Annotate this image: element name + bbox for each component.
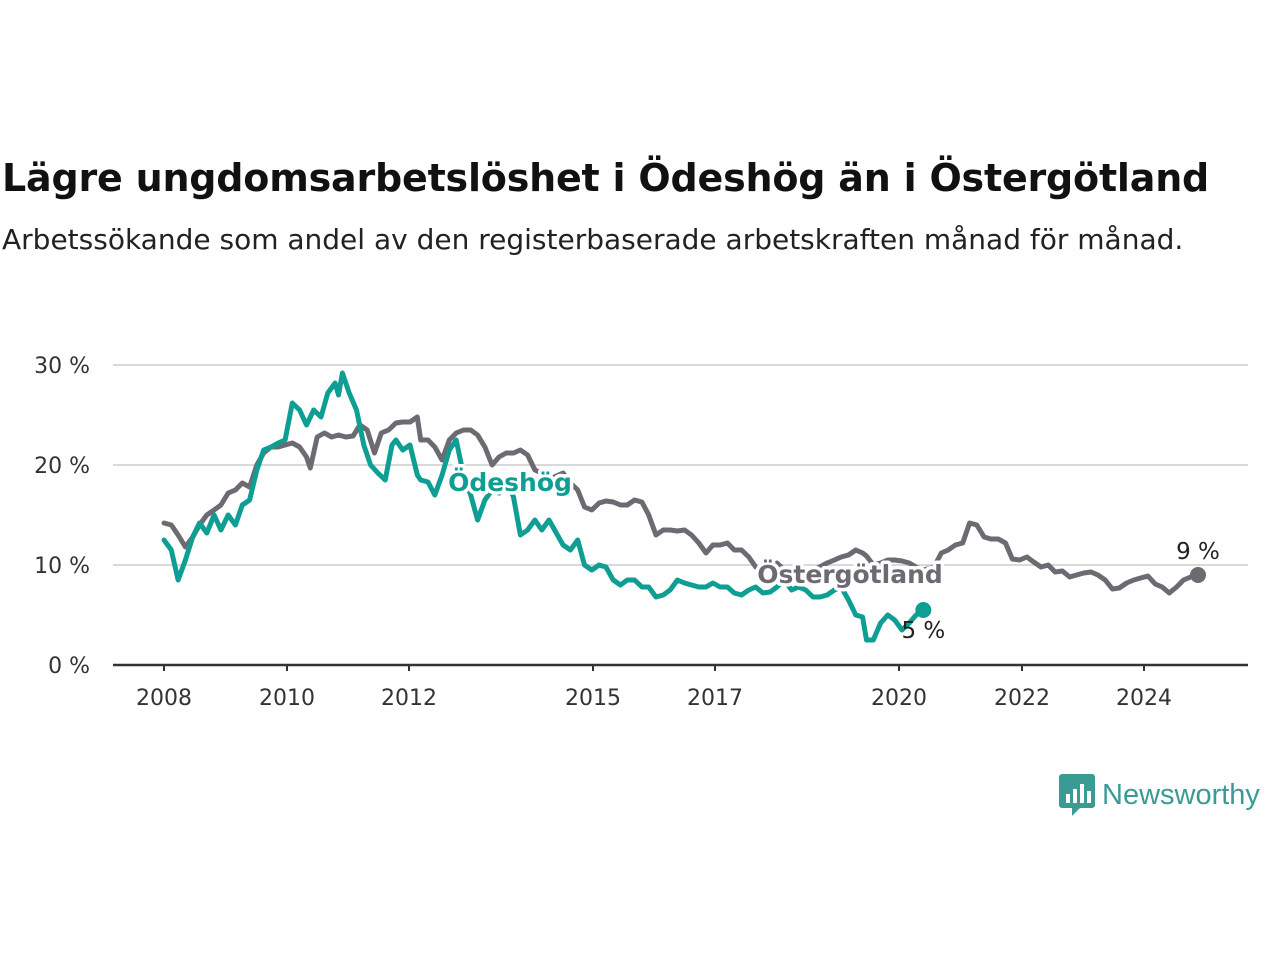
series-name-label-halo: Östergötland — [757, 559, 943, 589]
series-end-point — [1190, 567, 1206, 583]
series-line-ostergotland — [161, 414, 1201, 596]
series-end-label: 5 % — [901, 618, 945, 644]
y-tick-label: 10 % — [34, 554, 90, 579]
x-tick-label: 2017 — [687, 686, 743, 711]
series-line-odeshog — [161, 370, 926, 643]
newsworthy-logo-icon — [1059, 774, 1095, 816]
y-tick-label: 0 % — [48, 654, 90, 679]
x-tick-label: 2022 — [994, 686, 1050, 711]
y-tick-label: 30 % — [34, 354, 90, 379]
series-name-label: Ödeshög — [448, 467, 572, 497]
series-end-point — [915, 602, 932, 618]
brand-name: Newsworthy — [1102, 778, 1260, 811]
axes: 0 % 10 % 20 % 30 % 2008 2010 2012 2015 2017 2020 2… — [34, 354, 1248, 711]
series-end-label: 9 % — [1176, 539, 1220, 565]
x-tick-label: 2008 — [136, 686, 192, 711]
x-tick-label: 2015 — [565, 686, 621, 711]
x-tick-label: 2020 — [871, 686, 927, 711]
chart-title: Lägre ungdomsarbetslöshet i Ödeshög än i… — [2, 156, 1210, 200]
y-tick-label: 20 % — [34, 454, 90, 479]
series-labels: 9 %5 %ÖstergötlandÖstergötlandÖdeshögÖde… — [445, 464, 1220, 645]
series-name-label: Östergötland — [757, 559, 943, 589]
x-tick-label: 2010 — [259, 686, 315, 711]
grid-lines — [113, 364, 1248, 566]
series-name-label-halo: Ödeshög — [448, 467, 572, 497]
newsworthy-logo[interactable]: Newsworthy — [1058, 772, 1260, 818]
x-tick-label: 2012 — [381, 686, 437, 711]
series-lines — [161, 370, 1206, 643]
chart-subtitle: Arbetssökande som andel av den registerb… — [2, 223, 1184, 256]
x-tick-label: 2024 — [1116, 686, 1172, 711]
